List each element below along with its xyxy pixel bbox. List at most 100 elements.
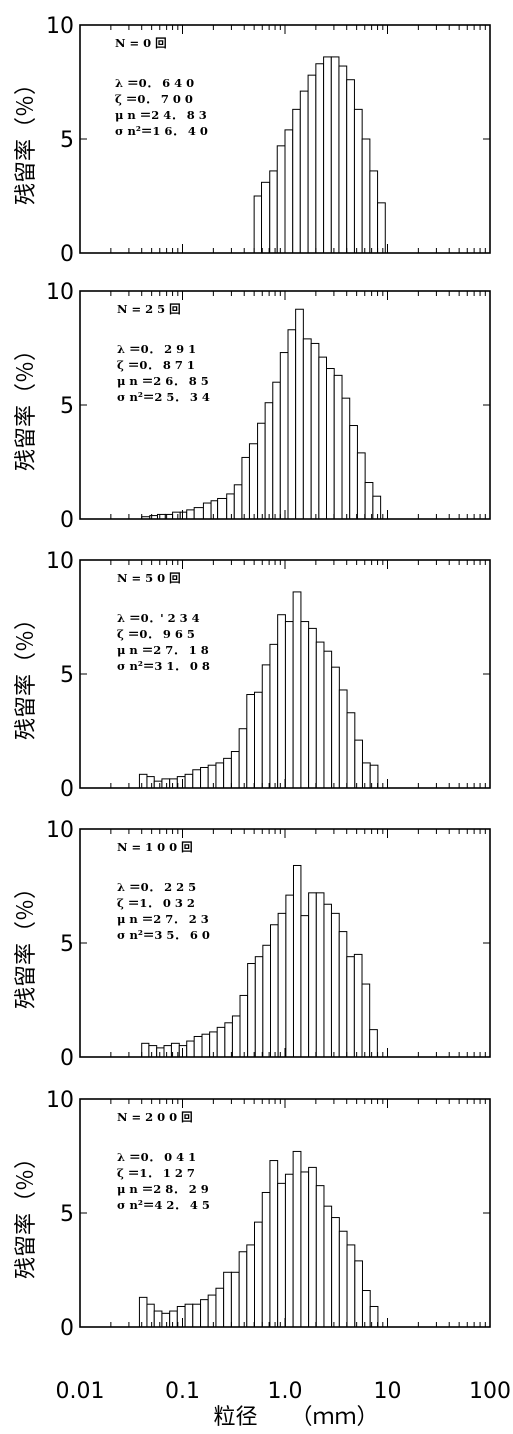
bar	[349, 425, 358, 520]
stat-line: λ ＝0． 0 4 1	[117, 1150, 196, 1164]
bar	[176, 776, 186, 789]
x-ticks	[79, 25, 486, 253]
bar-group	[141, 308, 382, 520]
bar	[287, 329, 297, 520]
x-tick-label: 10	[374, 1379, 402, 1404]
bar	[163, 1045, 172, 1058]
y-tick-label: 10	[46, 14, 74, 39]
stat-line: ζ ＝1． 1 2 7	[117, 1166, 195, 1180]
stats-annotation: N = 0 回 λ ＝0． 6 4 0 ζ ＝0． 7 0 0 μ n ＝2 4． 8…	[115, 36, 208, 138]
bar	[292, 864, 302, 1058]
bar	[269, 643, 279, 789]
bar	[193, 1035, 203, 1058]
bar	[284, 621, 294, 789]
bar	[201, 1033, 211, 1058]
stat-line: ζ ＝0． 9 6 5	[117, 627, 195, 641]
bar	[161, 778, 171, 789]
bar	[148, 1045, 158, 1058]
bar	[178, 1045, 188, 1058]
bar	[356, 452, 366, 520]
bar	[292, 591, 302, 789]
bar	[238, 1251, 248, 1328]
bar	[353, 953, 363, 1058]
bar	[230, 751, 240, 789]
bar	[153, 1310, 163, 1328]
bar	[207, 764, 217, 789]
bar	[372, 495, 382, 520]
stat-line: σ n²＝4 2． 4 5	[117, 1198, 210, 1212]
bar	[307, 74, 317, 254]
cycle-count-label: N = 5 0 回	[117, 571, 181, 585]
y-tick-label: 5	[60, 1202, 74, 1227]
bar	[279, 352, 289, 520]
bar	[184, 773, 194, 789]
bar	[200, 766, 209, 789]
bar	[338, 689, 348, 789]
bar	[364, 482, 374, 520]
bar	[299, 90, 309, 254]
y-tick-label: 10	[46, 280, 74, 305]
chart-panel-1: 0 5 10 残留率（％） N = 0 回 λ ＝0． 6 4 0 ζ ＝0． 7 0 0 μ…	[14, 14, 491, 267]
bar	[272, 381, 281, 520]
y-tick-label: 0	[60, 508, 74, 533]
bar	[295, 308, 304, 520]
bar	[146, 1303, 155, 1328]
bar	[238, 728, 248, 789]
y-tick-label: 5	[60, 128, 74, 153]
bar	[138, 773, 148, 789]
bar	[377, 202, 386, 254]
bar	[361, 983, 371, 1058]
y-tick-label: 0	[60, 242, 74, 267]
stat-line: ζ ＝1． 0 3 2	[117, 896, 195, 910]
bar-group	[253, 56, 386, 254]
bar	[276, 145, 286, 254]
bar	[315, 641, 325, 789]
stat-line: μ n ＝2 4． 8 3	[115, 108, 207, 122]
bar	[247, 963, 256, 1058]
bar	[361, 762, 371, 789]
stat-line: μ n ＝2 7． 2 3	[117, 912, 209, 926]
stats-annotation: N = 2 0 0 回 λ ＝0． 0 4 1 ζ ＝1． 1 2 7 μ n ＝2 …	[117, 1110, 210, 1212]
bar	[179, 511, 188, 520]
bar	[261, 664, 271, 789]
bar	[326, 368, 335, 520]
bar	[246, 1244, 255, 1328]
bar	[254, 1221, 263, 1328]
bar	[146, 776, 155, 789]
bar	[338, 931, 348, 1058]
bar	[217, 497, 228, 520]
chart-panel-4: 0 5 10 残留率（％） N = 1 0 0 回 λ ＝0． 2 2 5 ζ ＝1． 0 …	[14, 818, 491, 1071]
bar	[215, 1287, 225, 1328]
bar	[323, 56, 332, 254]
x-ticks	[79, 1099, 486, 1327]
bar	[323, 1205, 333, 1328]
y-tick-label: 10	[46, 818, 74, 843]
bar	[308, 627, 317, 789]
bar	[346, 1244, 356, 1328]
y-axis-label: 残留率（％）	[14, 339, 39, 471]
bar	[172, 511, 181, 520]
bar	[269, 1160, 279, 1328]
bar	[186, 1040, 195, 1058]
bar	[223, 1271, 232, 1328]
bar	[361, 138, 371, 254]
bar	[361, 1290, 371, 1328]
bar	[223, 757, 232, 789]
bar	[354, 1260, 363, 1328]
bar	[346, 79, 355, 254]
cycle-count-label: N = 2 5 回	[117, 302, 181, 316]
bar	[330, 912, 340, 1058]
bar	[192, 769, 202, 789]
bar	[202, 502, 212, 520]
x-axis-tick-labels: 0.01 0.1 1.0 10 100	[56, 1379, 511, 1404]
bar	[153, 780, 163, 789]
bar	[254, 691, 263, 789]
y-tick-label: 10	[46, 1088, 74, 1113]
bar	[239, 994, 249, 1058]
bar	[341, 397, 351, 520]
bar	[261, 181, 271, 254]
y-tick-label: 5	[60, 932, 74, 957]
bar	[156, 1047, 165, 1058]
bar	[186, 509, 195, 520]
